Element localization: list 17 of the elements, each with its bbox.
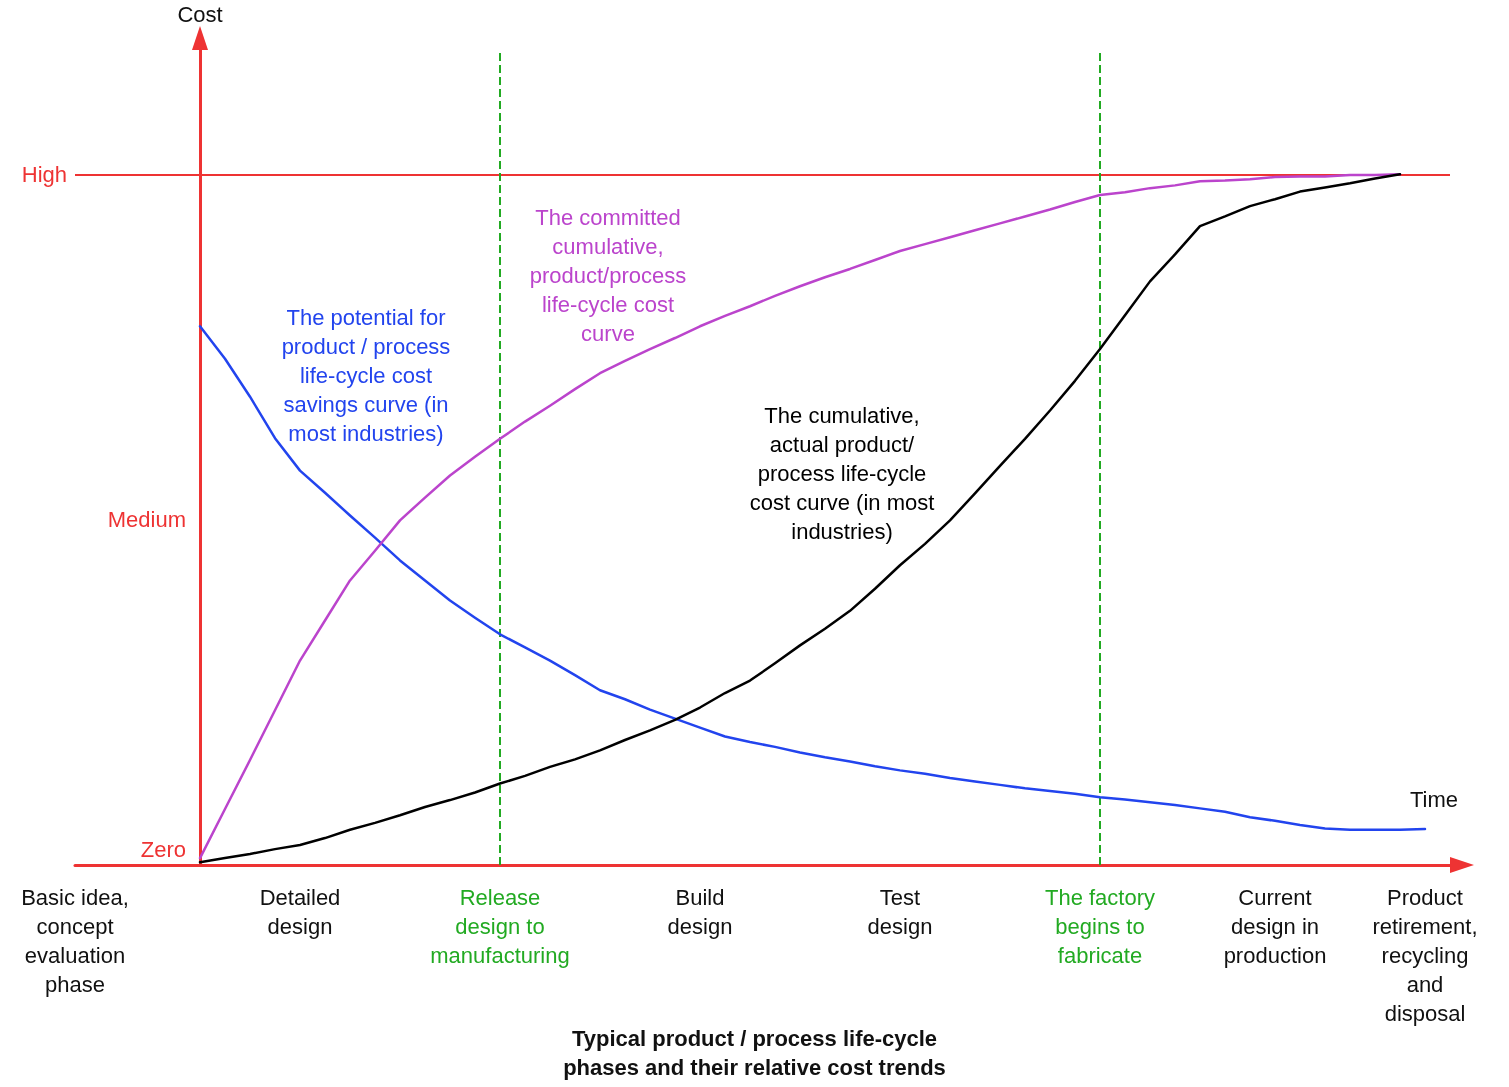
ref-line-label: High	[21, 161, 67, 187]
series-label: The cumulative, actual product/ process life-cycle cost curve (in most industries)	[749, 402, 935, 544]
text: Cost	[177, 1, 223, 27]
text: Typical product / process life-cycle phases and their relative cost trends	[563, 1026, 946, 1080]
annotation: Medium	[107, 507, 186, 533]
x-tick-label: Current design in production	[1223, 885, 1327, 968]
x-tick-label: The factory begins to fabricate	[1044, 885, 1156, 968]
x-tick-label: Release design to manufacturing	[430, 885, 570, 968]
x-axis-title: Time	[1410, 786, 1459, 812]
x-tick-label: Basic idea, concept evaluation phase	[21, 885, 129, 997]
series-label: The potential for product / process life-cycle cost savings curve (in most industries)	[281, 304, 451, 446]
x-tick-label: Build design	[667, 885, 733, 939]
x-tick-label: Detailed design	[259, 885, 341, 939]
annotation: Zero	[140, 836, 186, 862]
series-label: The committed cumulative, product/process life-cycle cost curve	[529, 204, 687, 346]
x-tick-label: Test design	[867, 885, 933, 939]
x-tick-label: Product retirement, recycling and disposal	[1372, 885, 1478, 1026]
